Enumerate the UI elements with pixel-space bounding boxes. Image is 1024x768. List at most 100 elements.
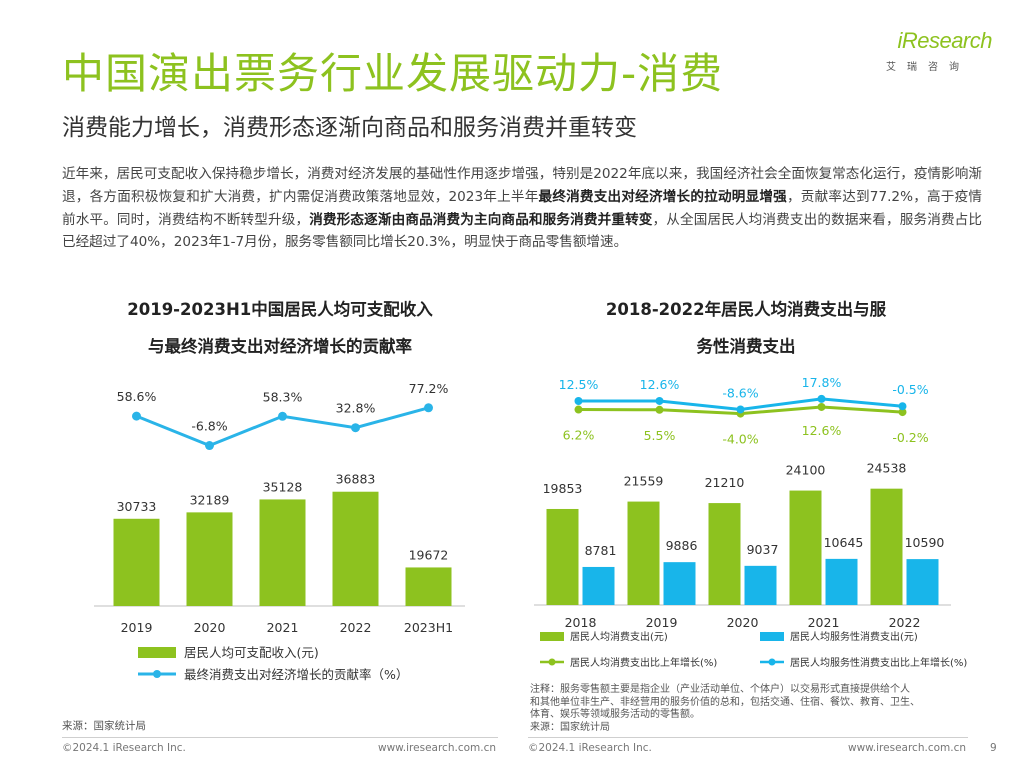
service-consumption-bar [744, 565, 777, 605]
consumption-growth-label: 12.6% [802, 423, 842, 438]
service-growth-label: 12.5% [559, 377, 599, 392]
income-bar-label: 30733 [117, 499, 157, 514]
legend-consumption-growth-marker [548, 658, 556, 666]
consumption-bar-label: 24100 [786, 463, 826, 478]
legend-contribution-label: 最终消费支出对经济增长的贡献率（%） [184, 667, 408, 682]
consumption-bar [546, 508, 579, 605]
income-bar [332, 491, 379, 606]
legend-service-label: 居民人均服务性消费支出(元) [790, 630, 918, 643]
left-chart: 30733 2019 32189 2020 35128 2021 36883 2022 1967… [94, 381, 465, 682]
service-growth-point [574, 397, 583, 405]
income-bar [259, 499, 306, 606]
footer-url-left: www.iresearch.com.cn [378, 742, 497, 754]
service-bar-label: 10590 [905, 535, 945, 550]
consumption-bar-label: 24538 [867, 461, 907, 476]
consumption-bar-label: 21559 [624, 474, 664, 489]
service-growth-label: -0.5% [892, 382, 928, 397]
consumption-bar-label: 21210 [705, 475, 745, 490]
legend-consumption-label: 居民人均消费支出(元) [570, 630, 668, 643]
x-tick-label: 2020 [194, 620, 226, 635]
footer-divider-left [62, 737, 498, 738]
x-tick-label: 2021 [808, 615, 840, 630]
contribution-label: 58.6% [117, 389, 157, 404]
right-note: 注释：服务零售额主要是指企业（产业活动单位、个体户）以交易形式直接提供给个人 和… [530, 684, 970, 734]
consumption-bar [627, 501, 660, 605]
x-tick-label: 2020 [727, 615, 759, 630]
right-chart-title: 2018-2022年居民人均消费支出与服 务性消费支出 [556, 291, 936, 365]
income-bar-label: 32189 [190, 492, 230, 507]
service-bar-label: 8781 [585, 543, 617, 558]
service-bar-label: 10645 [824, 535, 864, 550]
consumption-growth-point [898, 408, 907, 417]
legend-income-label: 居民人均可支配收入(元) [184, 645, 319, 660]
note-line: 体育、娱乐等领域服务活动的零售额。 [530, 709, 700, 721]
consumption-bar [789, 490, 822, 605]
contribution-label: 77.2% [409, 381, 449, 396]
footer-url-right: www.iresearch.com.cn [848, 742, 967, 754]
income-bar [405, 567, 452, 606]
service-growth-point [817, 394, 826, 403]
service-consumption-bar [582, 566, 615, 605]
iresearch-logo: iResearch 艾瑞咨询 [880, 28, 993, 74]
page-number: 9 [990, 742, 997, 754]
contribution-label: 32.8% [336, 401, 376, 416]
intro-text: ，贡献率达到77.2%，高于疫情前水平。同时，消费结构不断转型升级， [62, 188, 983, 228]
page-title: 中国演出票务行业发展驱动力-消费 [62, 49, 724, 98]
logo-wordmark: iResearch [897, 28, 992, 53]
note-source-line: 来源：国家统计局 [530, 721, 610, 733]
legend-consumption-growth-label: 居民人均消费支出比上年增长(%) [570, 656, 717, 669]
x-tick-label: 2023H1 [404, 620, 453, 635]
consumption-bar [708, 503, 741, 605]
legend-service-growth-label: 居民人均服务性消费支出比上年增长(%) [790, 656, 967, 669]
x-tick-label: 2019 [121, 620, 153, 635]
logo-subtitle: 艾瑞咨询 [886, 62, 970, 73]
footer-copyright-right: ©2024.1 iResearch Inc. [528, 742, 652, 754]
income-bar-label: 36883 [336, 472, 376, 487]
x-tick-label: 2022 [340, 620, 372, 635]
service-growth-point [736, 405, 745, 414]
income-bar-label: 19672 [409, 547, 449, 562]
service-growth-label: 17.8% [802, 375, 842, 390]
service-consumption-bar [825, 558, 858, 605]
page-subtitle: 消费能力增长，消费形态逐渐向商品和服务消费并重转变 [62, 115, 637, 141]
note-line: 注释：服务零售额主要是指企业（产业活动单位、个体户）以交易形式直接提供给个人 [530, 684, 910, 695]
note-line: 和其他单位非生产、非经营用的服务价值的总和，包括交通、住宿、餐饮、教育、卫生、 [530, 696, 920, 708]
footer-copyright-left: ©2024.1 iResearch Inc. [62, 742, 186, 754]
service-growth-label: -8.6% [722, 385, 758, 400]
contribution-label: 58.3% [263, 389, 303, 404]
consumption-bar [870, 488, 903, 605]
left-chart-title-line2: 与最终消费支出对经济增长的贡献率 [148, 337, 412, 356]
right-chart-title-line2: 务性消费支出 [696, 337, 796, 356]
consumption-growth-point [574, 405, 583, 414]
service-bar-label: 9886 [666, 538, 698, 553]
legend-contribution-marker [153, 670, 161, 678]
contribution-point [278, 411, 287, 421]
right-chart-title-line1: 2018-2022年居民人均消费支出与服 [605, 300, 887, 319]
service-growth-label: 12.6% [640, 377, 680, 392]
income-bar [113, 518, 160, 606]
service-bar-label: 9037 [747, 542, 779, 557]
consumption-bar-label: 19853 [543, 481, 583, 496]
contribution-label: -6.8% [191, 419, 227, 434]
legend-service-growth-marker [768, 658, 776, 666]
legend-income-swatch [138, 647, 176, 658]
left-source: 来源：国家统计局 [62, 720, 146, 732]
left-chart-title: 2019-2023H1中国居民人均可支配收入 与最终消费支出对经济增长的贡献率 [90, 291, 470, 365]
x-tick-label: 2021 [267, 620, 299, 635]
income-bar [186, 512, 233, 606]
contribution-point [424, 403, 433, 413]
x-tick-label: 2019 [646, 615, 678, 630]
intro-emphasis: 消费形态逐渐由商品消费为主向商品和服务消费并重转变 [309, 211, 653, 228]
legend-consumption-swatch [540, 632, 564, 641]
service-growth-point [898, 402, 907, 411]
legend-service-swatch [760, 632, 784, 641]
consumption-growth-label: 5.5% [644, 428, 676, 443]
intro-emphasis: 最终消费支出对经济增长的拉动明显增强 [538, 188, 787, 205]
service-consumption-bar [906, 559, 939, 605]
consumption-growth-label: -0.2% [892, 430, 928, 445]
contribution-point [351, 423, 360, 433]
x-tick-label: 2022 [889, 615, 921, 630]
right-chart: 19853 8781 2018 21559 9886 2019 21210 9037 2020 2… [534, 375, 967, 669]
contribution-point [132, 411, 141, 421]
left-chart-title-line1: 2019-2023H1中国居民人均可支配收入 [127, 300, 433, 319]
